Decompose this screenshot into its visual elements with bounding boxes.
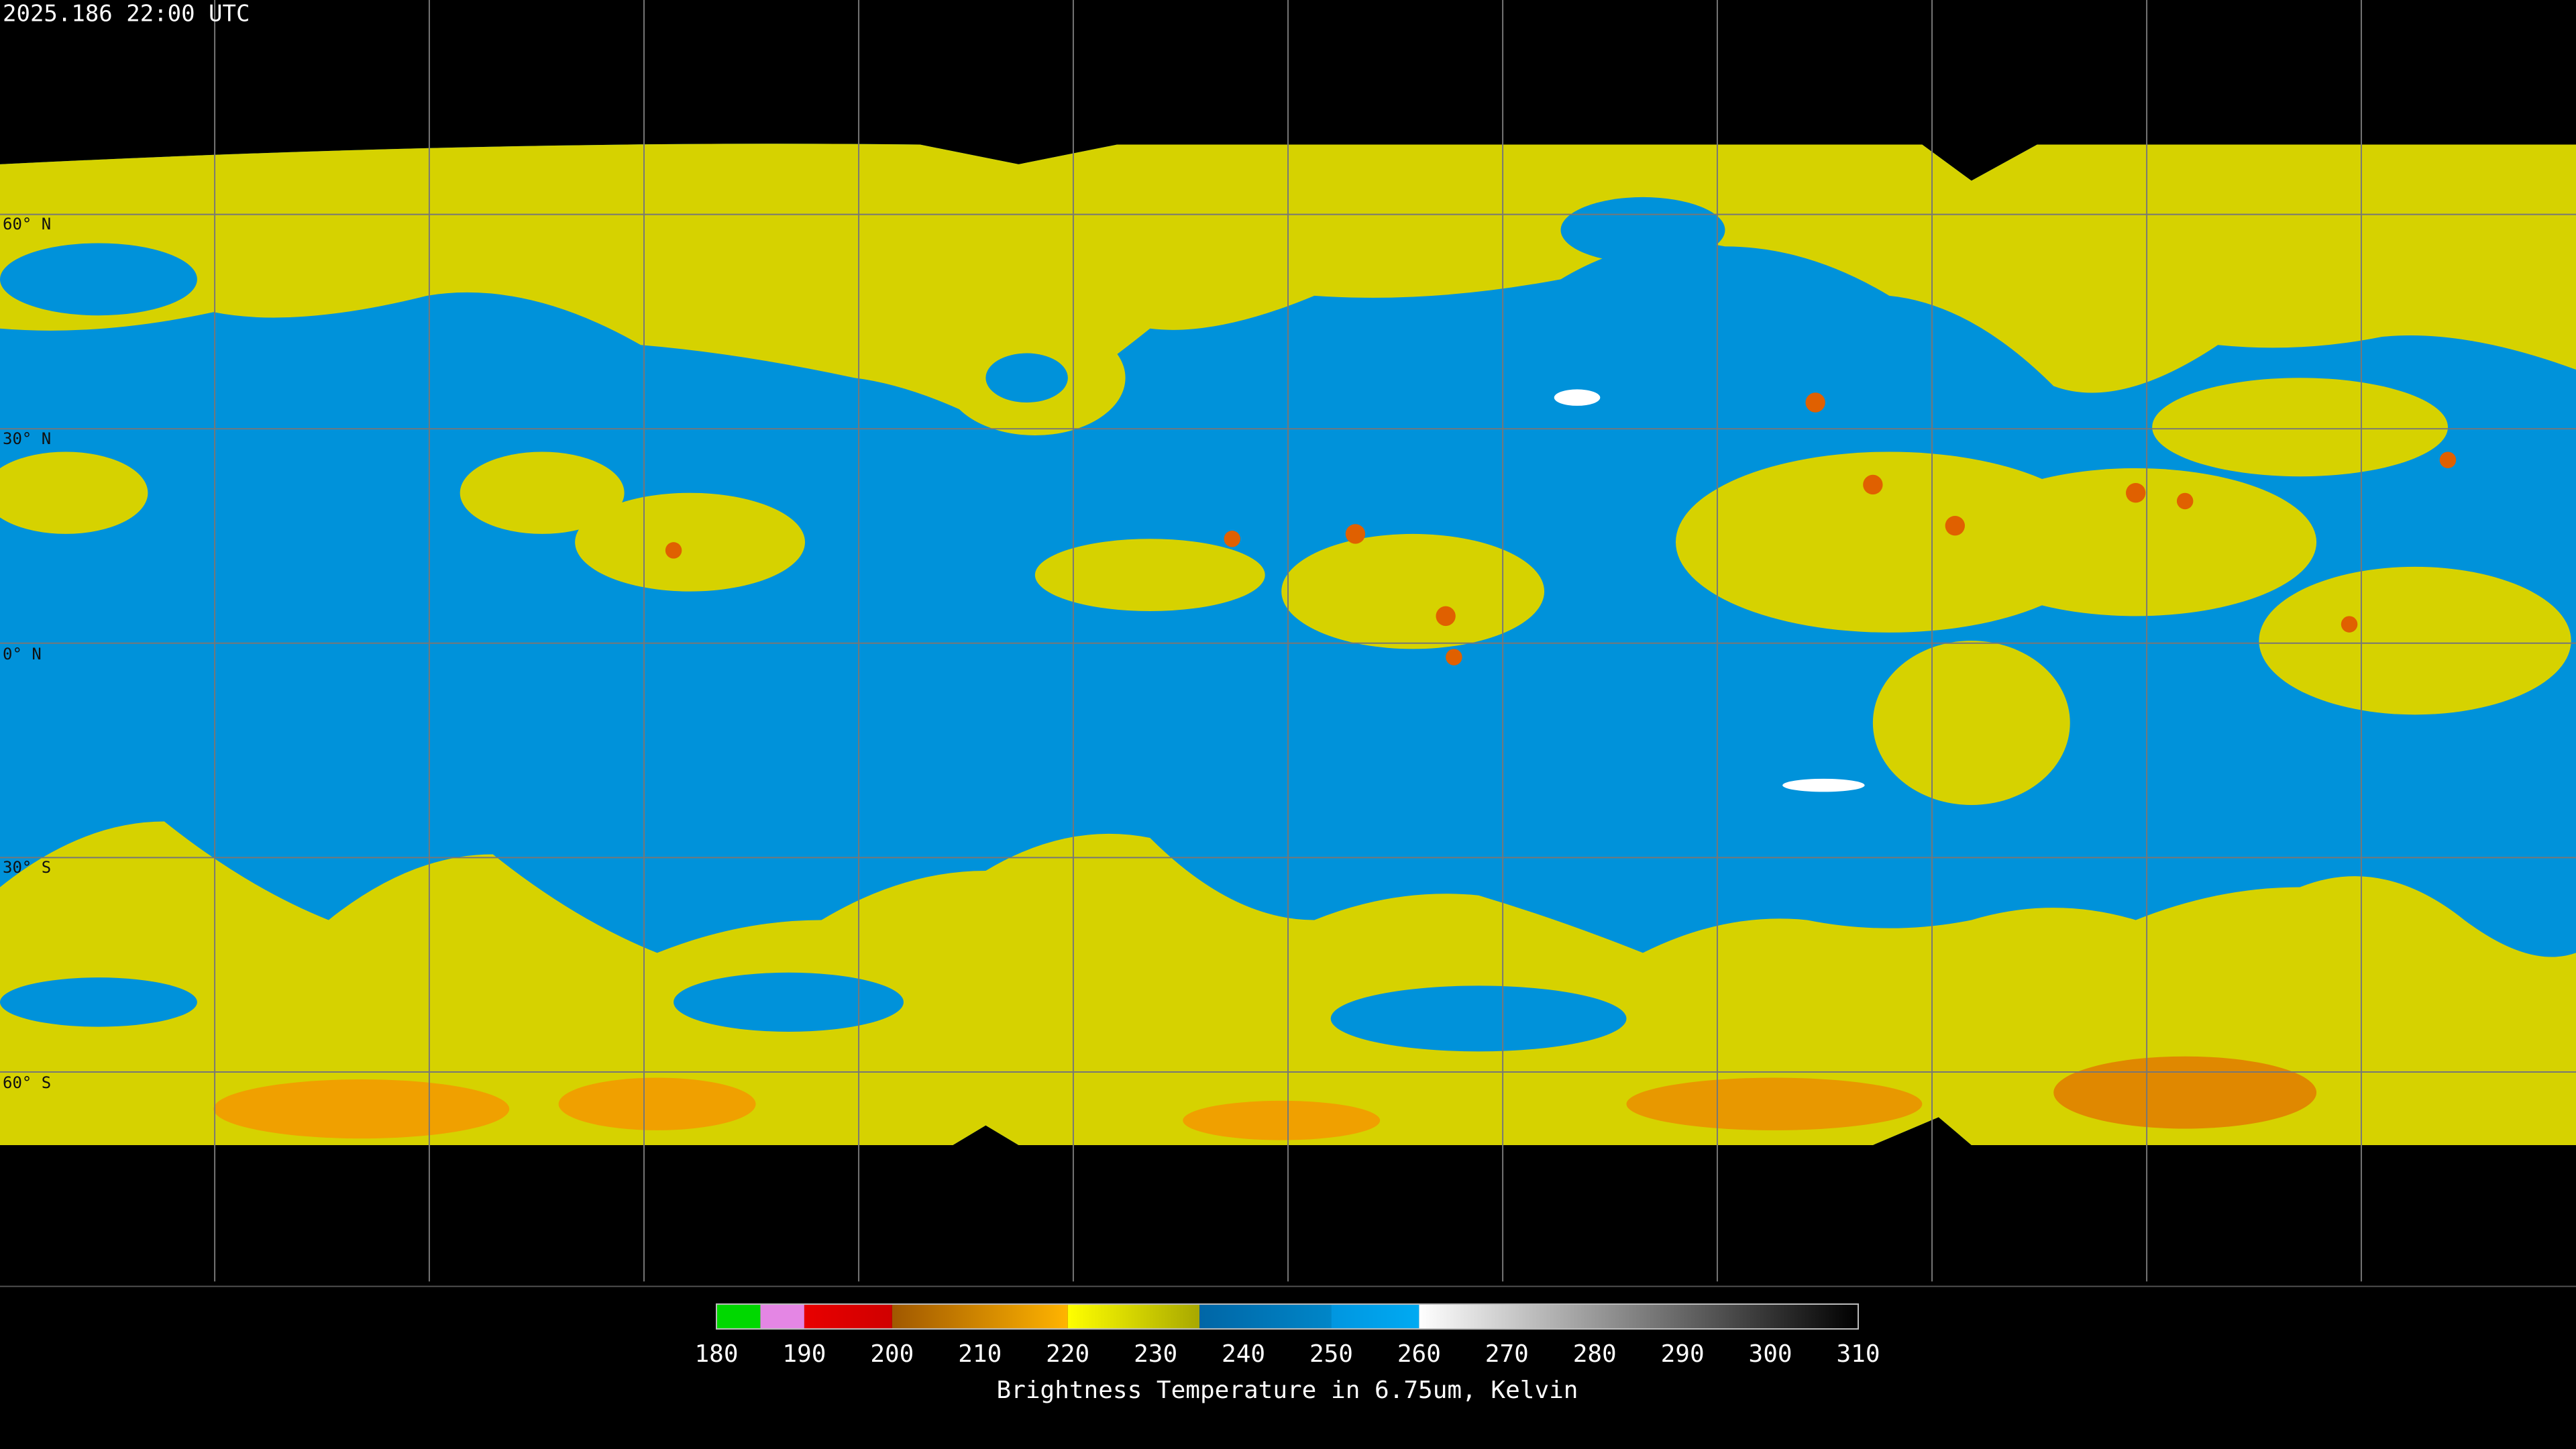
colorbar-tick-label: 190 <box>782 1340 826 1368</box>
latitude-label: 30° S <box>3 858 51 877</box>
dry-slot <box>0 977 197 1027</box>
colorbar-segment <box>892 1304 1068 1329</box>
colorbar-tick-label: 250 <box>1309 1340 1353 1368</box>
graticule <box>0 0 2576 1282</box>
colorbar-tick-label: 210 <box>958 1340 1002 1368</box>
cold-region <box>213 1079 510 1139</box>
colorbar-segment <box>1331 1304 1419 1329</box>
colorbar-tick-label: 300 <box>1749 1340 1792 1368</box>
tropical-moisture <box>0 378 2571 806</box>
colorbar-tick-label: 290 <box>1661 1340 1705 1368</box>
colorbar-segment <box>716 1304 761 1329</box>
colorbar-frame <box>716 1303 1859 1330</box>
colorbar-title: Brightness Temperature in 6.75um, Kelvin <box>997 1377 1578 1404</box>
colorbar-segment <box>804 1304 892 1329</box>
latitude-label: 60° S <box>3 1073 51 1092</box>
colorbar-segment <box>760 1304 804 1329</box>
colorbar-tick-label: 260 <box>1397 1340 1441 1368</box>
timestamp: 2025.186 22:00 UTC <box>3 1 250 28</box>
deep-convection <box>665 392 2457 665</box>
colorbar-segment <box>1067 1304 1200 1329</box>
colorbar-tick-label: 270 <box>1485 1340 1529 1368</box>
latitude-label: 0° N <box>3 645 42 663</box>
colorbar-tick-label: 280 <box>1573 1340 1617 1368</box>
colorbar-tick-label: 240 <box>1222 1340 1265 1368</box>
latitude-label: 60° N <box>3 215 51 233</box>
colorbar-tick-label: 220 <box>1046 1340 1089 1368</box>
dry-slot <box>1560 197 1725 263</box>
cold-region <box>558 1077 756 1130</box>
cold-region <box>1626 1077 1923 1130</box>
latitude-labels: 60° N 30° N 0° N 30° S 60° S <box>3 215 51 1092</box>
dry-slot <box>1330 985 1627 1052</box>
colorbar-segment <box>1419 1304 1858 1329</box>
warm-spot <box>1554 389 1601 406</box>
cold-region <box>2053 1056 2317 1129</box>
dry-slot <box>674 972 904 1032</box>
dry-slot <box>0 243 197 316</box>
colorbar: 180 190 200 210 220 230 240 250 260 270 280 290 300 3… <box>694 1303 1880 1368</box>
latitude-label: 30° N <box>3 429 51 448</box>
colorbar-tick-label: 310 <box>1836 1340 1880 1368</box>
colorbar-tick-label: 200 <box>870 1340 914 1368</box>
colorbar-tick-label: 180 <box>694 1340 738 1368</box>
colorbar-tick-label: 230 <box>1134 1340 1177 1368</box>
cyclone-eye <box>985 353 1068 403</box>
cold-region <box>1183 1100 1381 1140</box>
imagery <box>0 0 2576 1287</box>
warm-spot <box>1782 778 1865 792</box>
colorbar-segment <box>1199 1304 1332 1329</box>
